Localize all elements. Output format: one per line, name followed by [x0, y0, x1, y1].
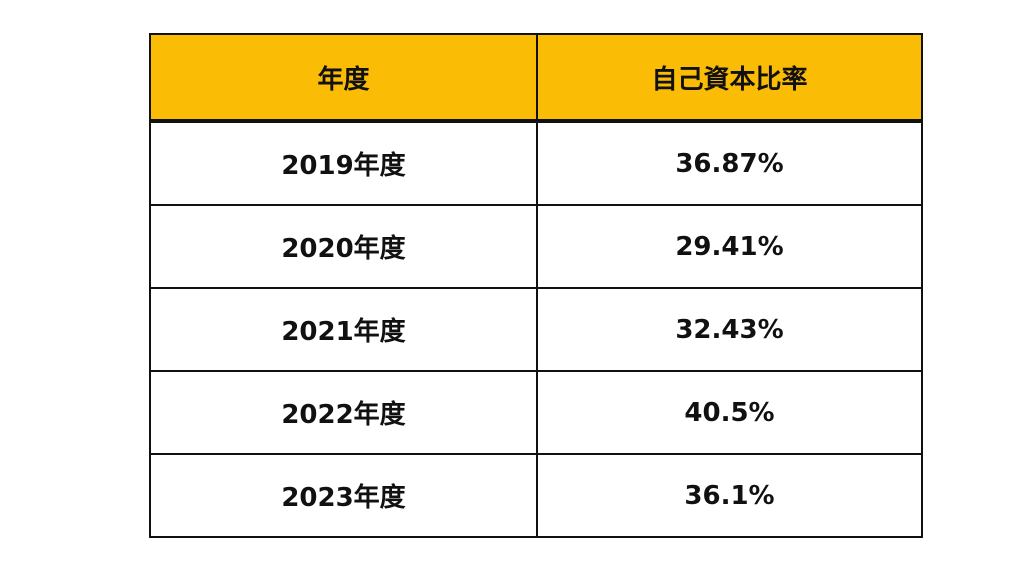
- year-cell: 2023年度: [149, 453, 538, 538]
- header-cell: 自己資本比率: [536, 33, 923, 123]
- year-cell: 2020年度: [149, 204, 538, 289]
- table-header: 年度 自己資本比率: [149, 33, 923, 123]
- table-row: 2021年度 32.43%: [149, 287, 923, 372]
- ratio-cell: 36.87%: [536, 120, 923, 206]
- year-cell: 2019年度: [149, 120, 538, 206]
- year-cell: 2021年度: [149, 287, 538, 372]
- header-cell: 年度: [149, 33, 538, 123]
- year-cell: 2022年度: [149, 370, 538, 455]
- ratio-cell: 36.1%: [536, 453, 923, 538]
- table-body: 2019年度 36.87% 2020年度 29.41% 2021年度 32.43% 2022…: [149, 120, 923, 538]
- table-row: 2020年度 29.41%: [149, 204, 923, 289]
- data-table: 年度 自己資本比率 2019年度 36.87% 2020年度 29.41% 2021年度 3…: [149, 33, 923, 538]
- header-row: 年度 自己資本比率: [149, 33, 923, 123]
- table-row: 2022年度 40.5%: [149, 370, 923, 455]
- ratio-cell: 29.41%: [536, 204, 923, 289]
- ratio-cell: 32.43%: [536, 287, 923, 372]
- ratio-cell: 40.5%: [536, 370, 923, 455]
- table-row: 2019年度 36.87%: [149, 120, 923, 206]
- table-row: 2023年度 36.1%: [149, 453, 923, 538]
